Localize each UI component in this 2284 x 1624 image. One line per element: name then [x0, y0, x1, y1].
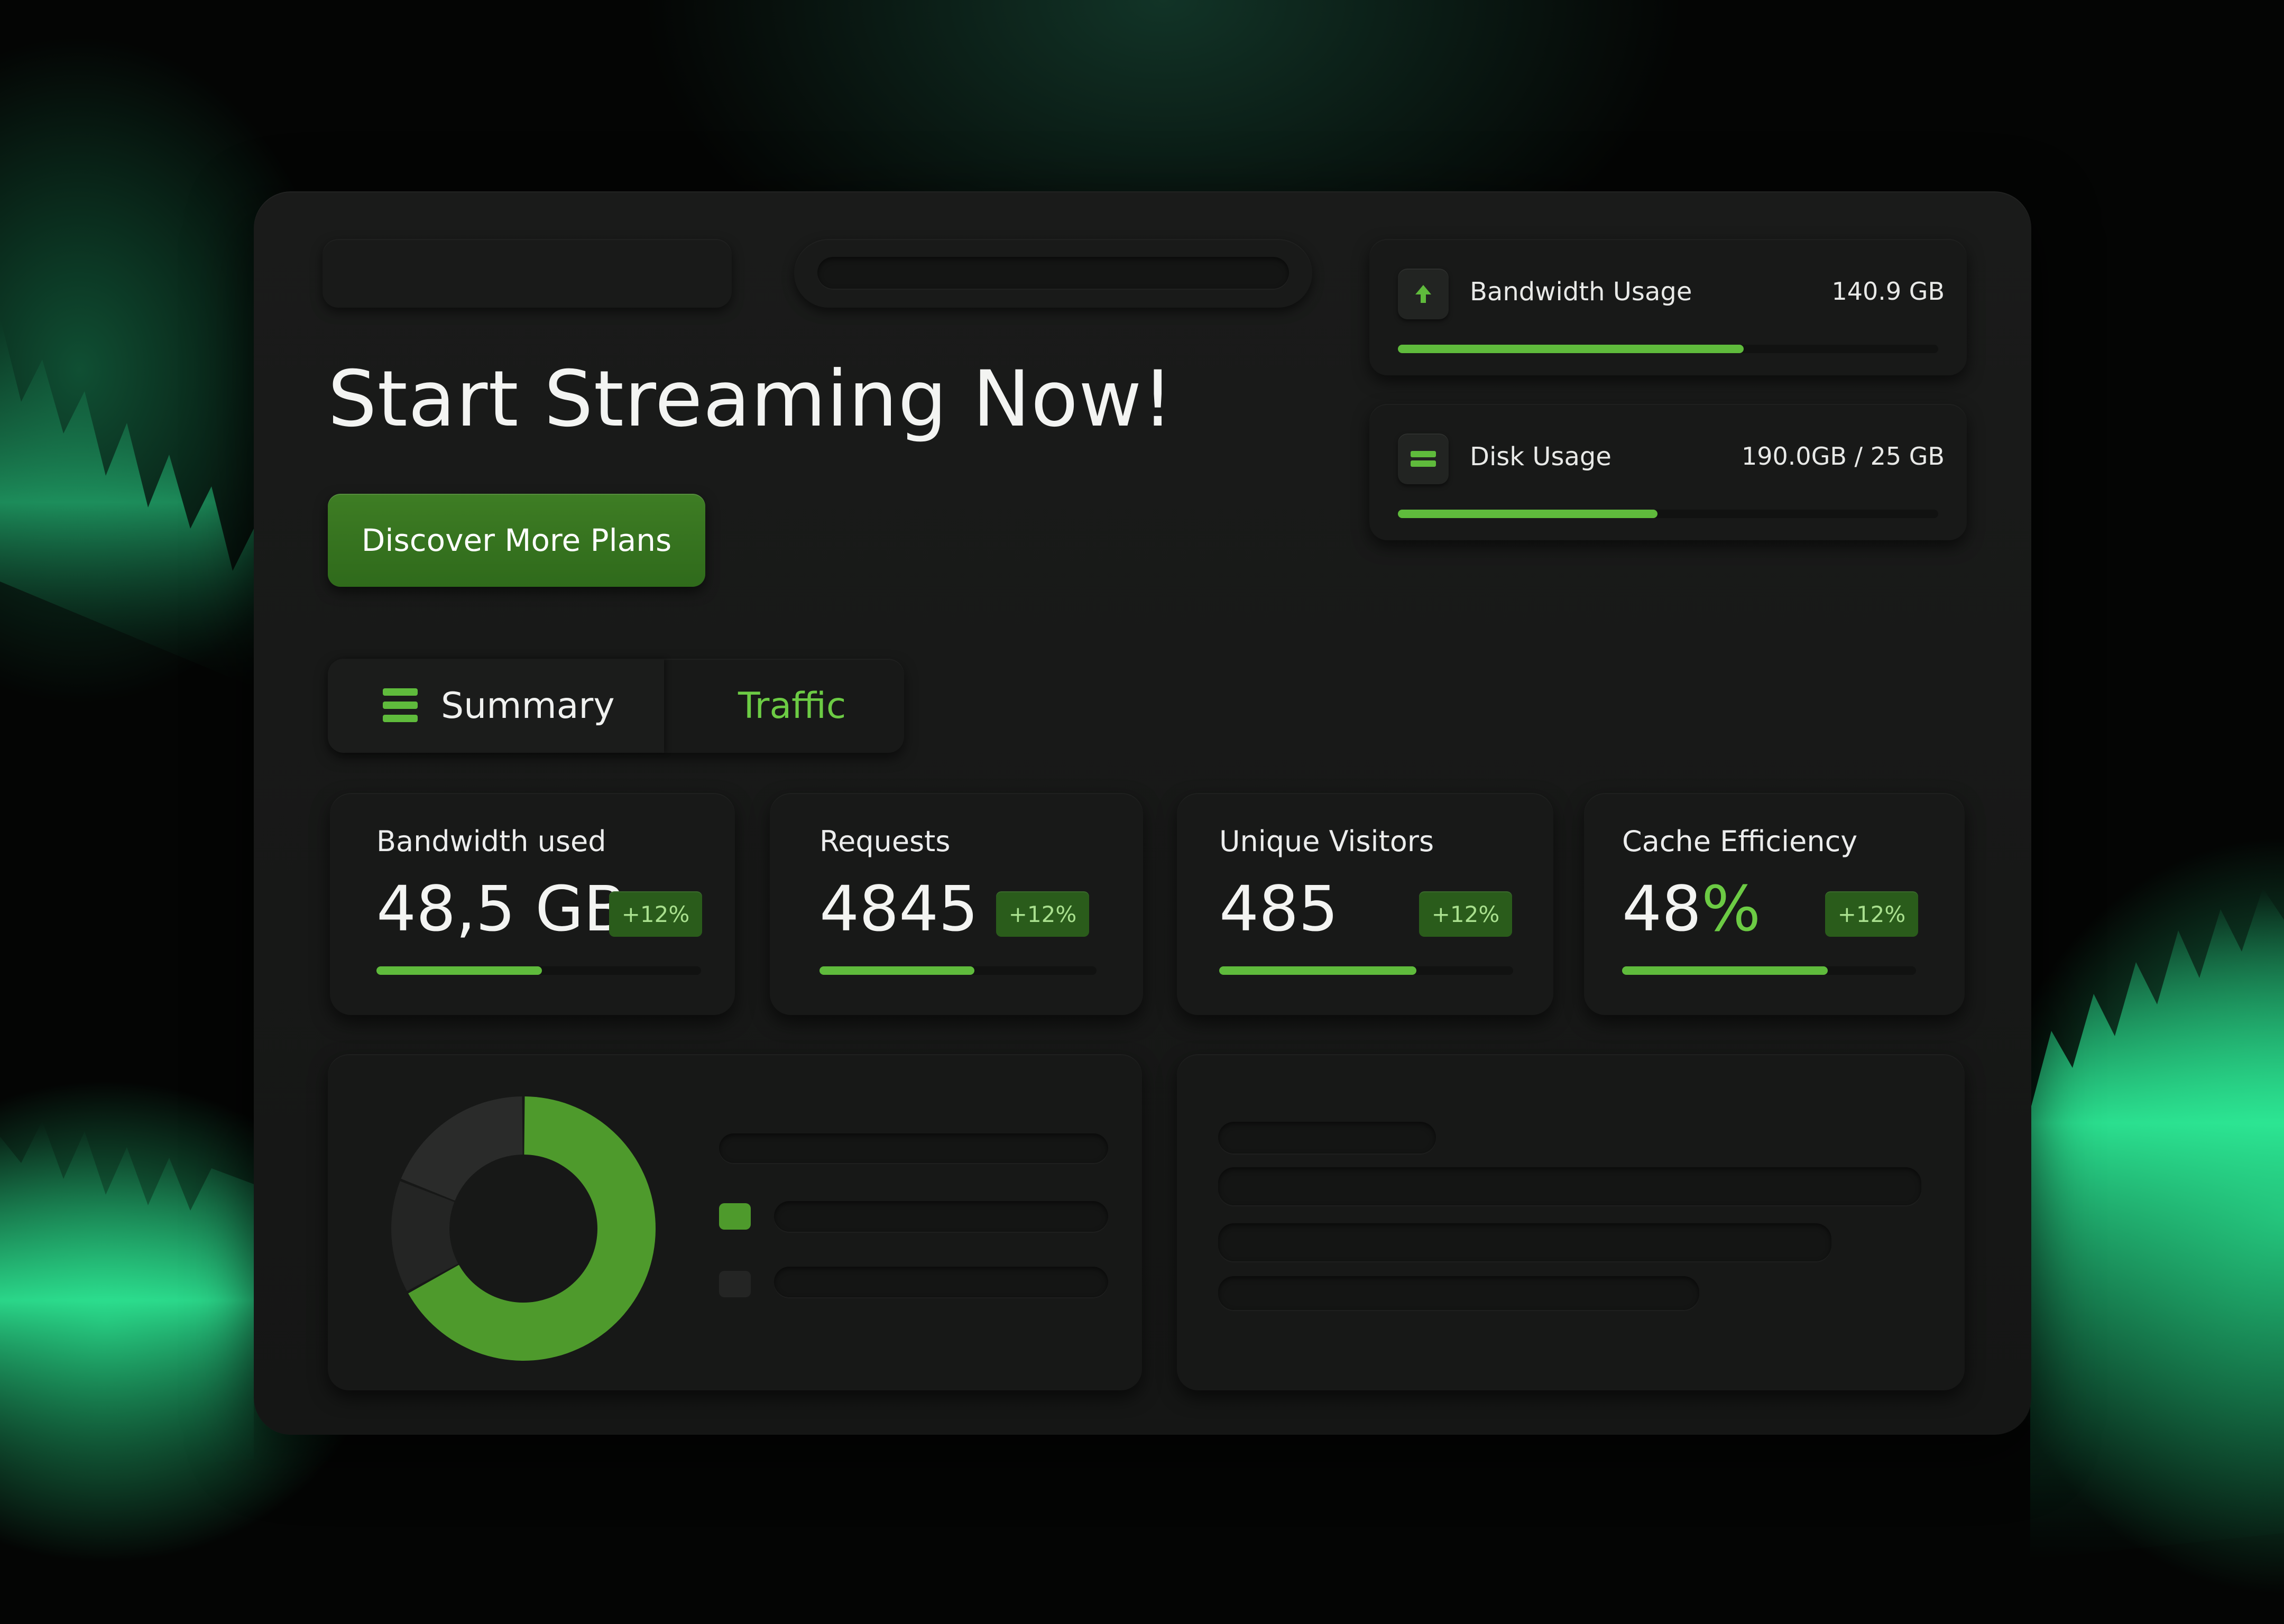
- usage-progress-track: [1398, 510, 1938, 518]
- change-badge: +12%: [1419, 891, 1512, 937]
- tab-summary[interactable]: Summary: [328, 659, 664, 753]
- donut-segment-2: [401, 1096, 523, 1201]
- stat-card-requests: Requests 4845 +12%: [770, 793, 1143, 1015]
- stat-value: 48,5 GB: [376, 872, 627, 945]
- legend-placeholder: [774, 1267, 1108, 1297]
- usage-progress-track: [1398, 345, 1938, 353]
- stat-value: 4845: [819, 872, 979, 945]
- placeholder-bar: [323, 239, 732, 308]
- stat-card-visitors: Unique Visitors 485 +12%: [1177, 793, 1553, 1015]
- change-badge: +12%: [1825, 891, 1918, 937]
- stat-value: 485: [1219, 872, 1339, 945]
- line-placeholder: [1218, 1276, 1699, 1310]
- discover-plans-button[interactable]: Discover More Plans: [328, 494, 705, 587]
- legend-swatch-dark: [719, 1271, 751, 1297]
- line-placeholder: [1218, 1167, 1921, 1205]
- usage-label: Disk Usage: [1470, 442, 1611, 472]
- tab-bar: Summary Traffic: [328, 659, 904, 753]
- text-placeholder-card: [1177, 1054, 1965, 1390]
- donut-segment-0: [408, 1096, 656, 1361]
- donut-chart: [391, 1096, 656, 1361]
- donut-segment-1: [391, 1181, 458, 1291]
- disk-usage-card: Disk Usage 190.0GB / 25 GB: [1369, 404, 1967, 540]
- page-title: Start Streaming Now!: [328, 354, 1174, 444]
- stat-progress-fill: [1219, 966, 1416, 975]
- storage-icon: [1398, 433, 1449, 484]
- line-placeholder: [1218, 1122, 1436, 1154]
- stat-progress-track: [819, 966, 1097, 975]
- usage-label: Bandwidth Usage: [1470, 277, 1692, 307]
- usage-progress-fill: [1398, 345, 1744, 353]
- stat-progress-fill: [1622, 966, 1828, 975]
- stat-progress-track: [1622, 966, 1916, 975]
- stat-progress-track: [1219, 966, 1513, 975]
- usage-value: 190.0GB / 25 GB: [1742, 442, 1945, 470]
- stat-label: Bandwidth used: [376, 825, 606, 858]
- change-badge: +12%: [609, 891, 702, 937]
- legend-placeholder: [719, 1133, 1108, 1163]
- stat-progress-fill: [819, 966, 975, 975]
- list-icon: [383, 688, 418, 722]
- stat-label: Cache Efficiency: [1622, 825, 1858, 858]
- stat-value: 48%: [1622, 872, 1761, 945]
- stat-label: Unique Visitors: [1219, 825, 1434, 858]
- bandwidth-usage-card: Bandwidth Usage 140.9 GB: [1369, 239, 1967, 375]
- stat-progress-track: [376, 966, 701, 975]
- stat-card-cache: Cache Efficiency 48% +12%: [1584, 793, 1965, 1015]
- stat-progress-fill: [376, 966, 542, 975]
- line-placeholder: [1218, 1223, 1831, 1261]
- tab-traffic[interactable]: Traffic: [738, 685, 846, 727]
- legend-swatch-green: [719, 1203, 751, 1230]
- change-badge: +12%: [996, 891, 1089, 937]
- stat-label: Requests: [819, 825, 951, 858]
- usage-value: 140.9 GB: [1831, 277, 1945, 306]
- stat-card-bandwidth: Bandwidth used 48,5 GB +12%: [330, 793, 735, 1015]
- search-placeholder[interactable]: [794, 239, 1312, 308]
- donut-chart-card: [328, 1054, 1142, 1390]
- search-field-inset: [817, 257, 1289, 289]
- usage-progress-fill: [1398, 510, 1657, 518]
- arrow-up-icon: [1398, 269, 1449, 319]
- legend-placeholder: [774, 1201, 1108, 1232]
- tab-summary-label: Summary: [441, 685, 615, 727]
